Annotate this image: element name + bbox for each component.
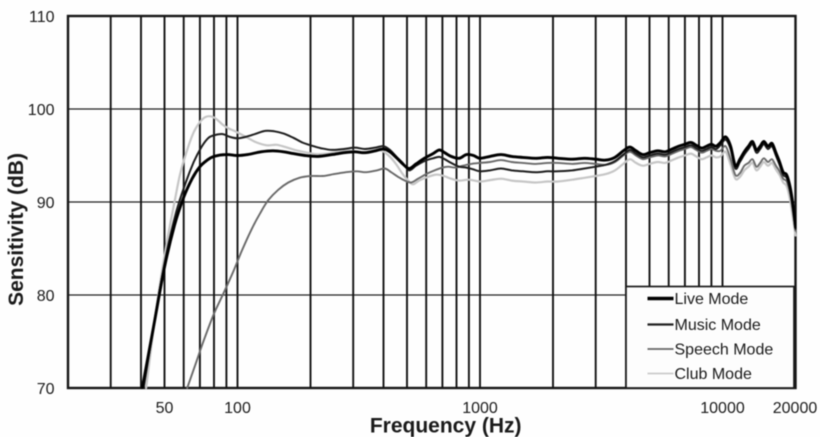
svg-text:10000: 10000	[700, 400, 745, 417]
svg-text:Frequency (Hz): Frequency (Hz)	[370, 415, 522, 437]
svg-text:70: 70	[37, 381, 55, 398]
svg-text:Speech Mode: Speech Mode	[675, 342, 774, 359]
svg-text:110: 110	[29, 9, 55, 26]
svg-text:100: 100	[224, 400, 251, 417]
svg-text:90: 90	[37, 195, 55, 212]
svg-text:1000: 1000	[462, 400, 498, 417]
svg-text:20000: 20000	[773, 400, 818, 417]
svg-text:100: 100	[28, 102, 55, 119]
svg-text:Club Mode: Club Mode	[675, 366, 752, 383]
svg-text:50: 50	[156, 400, 174, 417]
svg-text:80: 80	[37, 288, 55, 305]
svg-text:Music Mode: Music Mode	[675, 317, 761, 334]
svg-text:Sensitivity (dB): Sensitivity (dB)	[5, 153, 28, 306]
svg-text:Live Mode: Live Mode	[675, 291, 749, 308]
